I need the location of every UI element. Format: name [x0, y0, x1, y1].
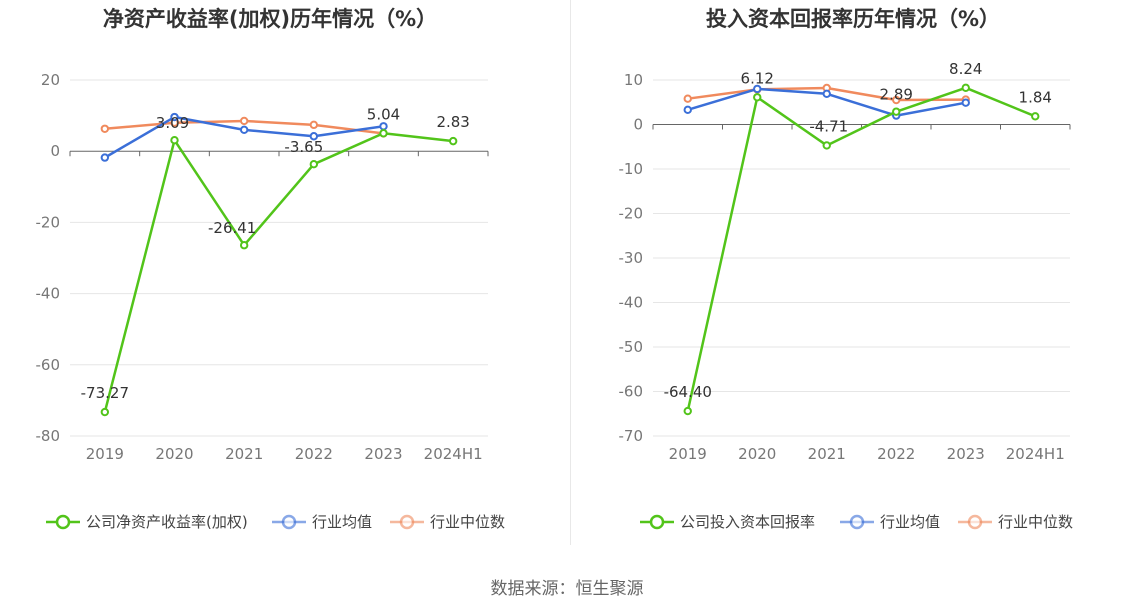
y-tick-label: -40: [36, 285, 61, 303]
data-label: -73.27: [81, 384, 129, 402]
data-label: 2.83: [436, 113, 469, 131]
x-tick-label: 2020: [738, 445, 776, 463]
series-line-company: [686, 86, 1036, 412]
x-tick-label: 2022: [877, 445, 915, 463]
data-point-industry_median: [239, 116, 249, 126]
data-label: -26.41: [208, 219, 256, 237]
data-point-company: [239, 241, 249, 250]
data-point-industry_median: [100, 124, 110, 133]
data-point-company: [961, 83, 970, 93]
legend-label-industry_avg: 行业均值: [312, 513, 372, 531]
y-tick-label: 0: [50, 142, 60, 160]
legend-marker-industry_avg: [281, 514, 297, 530]
legend-label-industry_avg: 行业均值: [880, 513, 940, 531]
data-point-industry_median: [892, 95, 901, 105]
y-tick-label: -60: [619, 383, 644, 401]
y-tick-label: 0: [633, 116, 643, 134]
data-point-industry_avg: [822, 89, 831, 98]
data-point-company: [448, 136, 458, 146]
y-tick-label: -60: [36, 356, 61, 374]
legend-label-industry_median: 行业中位数: [430, 513, 505, 531]
data-label: -3.65: [284, 138, 323, 156]
y-tick-label: -50: [619, 338, 644, 356]
x-tick-label: 2023: [364, 445, 402, 463]
series-line-company: [103, 132, 454, 413]
data-point-industry_avg: [379, 122, 388, 131]
legend-marker-company: [55, 514, 71, 530]
legend-label-company: 公司净资产收益率(加权): [86, 513, 248, 531]
data-point-company: [1031, 112, 1040, 121]
roe-chart: 净资产收益率(加权)历年情况（%） 20 0 -20 -40 -60 -80 2019 2020…: [36, 7, 506, 531]
x-tick-label: 2023: [947, 445, 985, 463]
y-tick-label: 10: [624, 71, 643, 89]
data-label: 2.89: [880, 86, 913, 104]
data-point-company: [379, 129, 388, 138]
legend-label-industry_median: 行业中位数: [998, 513, 1073, 531]
x-tick-label: 2021: [808, 445, 846, 463]
data-point-company: [753, 93, 762, 102]
legend-marker-industry_median: [967, 514, 983, 530]
y-tick-label: -70: [619, 427, 644, 445]
roic-chart: 投入资本回报率历年情况（%） 10 0 -10 -20 -30 -40 -50 -60 -70 20…: [619, 7, 1074, 531]
data-point-industry_avg: [683, 105, 692, 115]
data-point-industry_avg: [239, 125, 249, 135]
data-point-industry_avg: [961, 98, 970, 107]
data-point-company: [892, 107, 901, 116]
data-point-company: [309, 159, 319, 169]
y-tick-label: -20: [36, 213, 61, 231]
y-tick-label: -80: [36, 427, 61, 445]
data-label: 1.84: [1019, 88, 1052, 106]
y-tick-label: 20: [41, 71, 60, 89]
x-tick-label: 2024H1: [424, 445, 483, 463]
chart-title: 净资产收益率(加权)历年情况（%）: [103, 7, 437, 31]
data-label: 8.24: [949, 60, 982, 78]
x-tick-label: 2019: [86, 445, 124, 463]
data-label: -64.40: [664, 383, 712, 401]
x-tick-label: 2019: [669, 445, 707, 463]
x-tick-label: 2020: [155, 445, 193, 463]
y-tick-label: -20: [619, 205, 644, 223]
data-point-industry_avg: [100, 153, 110, 162]
legend-marker-industry_median: [399, 514, 415, 530]
data-point-company: [100, 407, 110, 417]
data-label: 5.04: [367, 105, 400, 123]
data-point-industry_avg: [753, 84, 762, 94]
chart-title: 投入资本回报率历年情况（%）: [706, 7, 1000, 31]
data-label: 3.09: [156, 114, 189, 132]
legend-label-company: 公司投入资本回报率: [680, 513, 815, 531]
x-tick-label: 2022: [295, 445, 333, 463]
data-point-company: [683, 406, 692, 416]
legend-marker-industry_avg: [849, 514, 865, 530]
chart-divider: [570, 0, 571, 545]
y-tick-label: -10: [619, 160, 644, 178]
data-point-industry_avg: [170, 112, 179, 122]
data-label: 6.12: [741, 69, 774, 87]
legend-marker-company: [649, 514, 665, 530]
data-point-industry_avg: [309, 132, 319, 141]
data-label: -4.71: [809, 117, 848, 135]
y-tick-label: -30: [619, 249, 644, 267]
data-point-industry_median: [683, 94, 692, 103]
y-tick-label: -40: [619, 294, 644, 312]
x-tick-label: 2021: [225, 445, 263, 463]
data-source: 数据来源：恒生聚源: [490, 579, 644, 599]
data-point-company: [822, 141, 831, 150]
x-tick-label: 2024H1: [1006, 445, 1065, 463]
data-point-company: [170, 135, 179, 145]
data-point-industry_median: [309, 120, 319, 130]
